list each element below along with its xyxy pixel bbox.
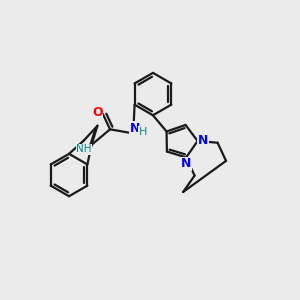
- Text: N: N: [198, 134, 208, 148]
- Text: NH: NH: [76, 144, 92, 154]
- Text: H: H: [139, 127, 147, 137]
- Text: N: N: [130, 122, 140, 135]
- Text: N: N: [181, 158, 191, 170]
- Text: O: O: [92, 106, 103, 119]
